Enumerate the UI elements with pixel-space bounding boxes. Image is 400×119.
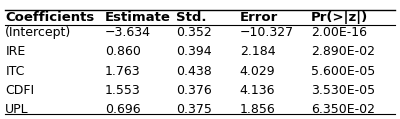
- Text: Error: Error: [240, 11, 278, 24]
- Text: 4.029: 4.029: [240, 65, 275, 78]
- Text: −10.327: −10.327: [240, 26, 294, 39]
- Text: 2.00E-16: 2.00E-16: [311, 26, 367, 39]
- Text: 0.696: 0.696: [105, 103, 140, 116]
- Text: 2.184: 2.184: [240, 45, 275, 58]
- Text: ITC: ITC: [5, 65, 25, 78]
- Text: Std.: Std.: [176, 11, 207, 24]
- Text: 1.763: 1.763: [105, 65, 140, 78]
- Text: 2.890E-02: 2.890E-02: [311, 45, 375, 58]
- Text: 1.553: 1.553: [105, 84, 140, 97]
- Text: 0.352: 0.352: [176, 26, 212, 39]
- Text: Pr(>|z|): Pr(>|z|): [311, 11, 368, 24]
- Text: 3.530E-05: 3.530E-05: [311, 84, 375, 97]
- Text: 0.860: 0.860: [105, 45, 140, 58]
- Text: 4.136: 4.136: [240, 84, 275, 97]
- Text: 1.856: 1.856: [240, 103, 276, 116]
- Text: −3.634: −3.634: [105, 26, 151, 39]
- Text: (Intercept): (Intercept): [5, 26, 72, 39]
- Text: UPL: UPL: [5, 103, 29, 116]
- Text: 5.600E-05: 5.600E-05: [311, 65, 376, 78]
- Text: 6.350E-02: 6.350E-02: [311, 103, 375, 116]
- Text: 0.376: 0.376: [176, 84, 212, 97]
- Text: Coefficients: Coefficients: [5, 11, 95, 24]
- Text: Estimate: Estimate: [105, 11, 170, 24]
- Text: 0.394: 0.394: [176, 45, 212, 58]
- Text: 0.375: 0.375: [176, 103, 212, 116]
- Text: IRE: IRE: [5, 45, 26, 58]
- Text: 0.438: 0.438: [176, 65, 212, 78]
- Text: CDFI: CDFI: [5, 84, 34, 97]
